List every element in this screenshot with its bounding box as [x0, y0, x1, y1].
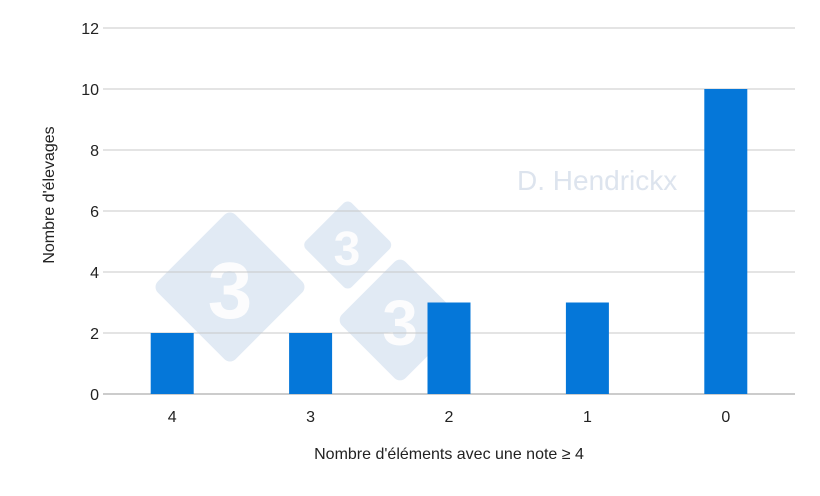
x-axis-title: Nombre d'éléments avec une note ≥ 4 [314, 446, 584, 463]
bar [289, 333, 333, 394]
bar [427, 302, 471, 394]
watermark-text: D. Hendrickx [517, 165, 677, 196]
y-tick-label: 4 [90, 265, 99, 282]
bar [565, 302, 609, 394]
x-tick-label: 2 [445, 409, 454, 426]
x-tick-label: 0 [721, 409, 730, 426]
watermark-logo [155, 201, 461, 381]
y-tick-label: 10 [81, 82, 99, 99]
svg-text:3: 3 [208, 246, 253, 335]
y-tick-label: 8 [90, 143, 99, 160]
y-tick-label: 2 [90, 326, 99, 343]
bar [150, 333, 194, 394]
bar [704, 89, 748, 394]
x-tick-label: 1 [583, 409, 592, 426]
y-tick-label: 6 [90, 204, 99, 221]
svg-text:3: 3 [382, 287, 418, 359]
x-tick-label: 3 [306, 409, 315, 426]
y-tick-label: 12 [81, 21, 99, 38]
svg-text:3: 3 [334, 223, 361, 276]
y-tick-label: 0 [90, 387, 99, 404]
y-axis-title: Nombre d'élevages [41, 126, 58, 263]
x-tick-label: 4 [168, 409, 177, 426]
